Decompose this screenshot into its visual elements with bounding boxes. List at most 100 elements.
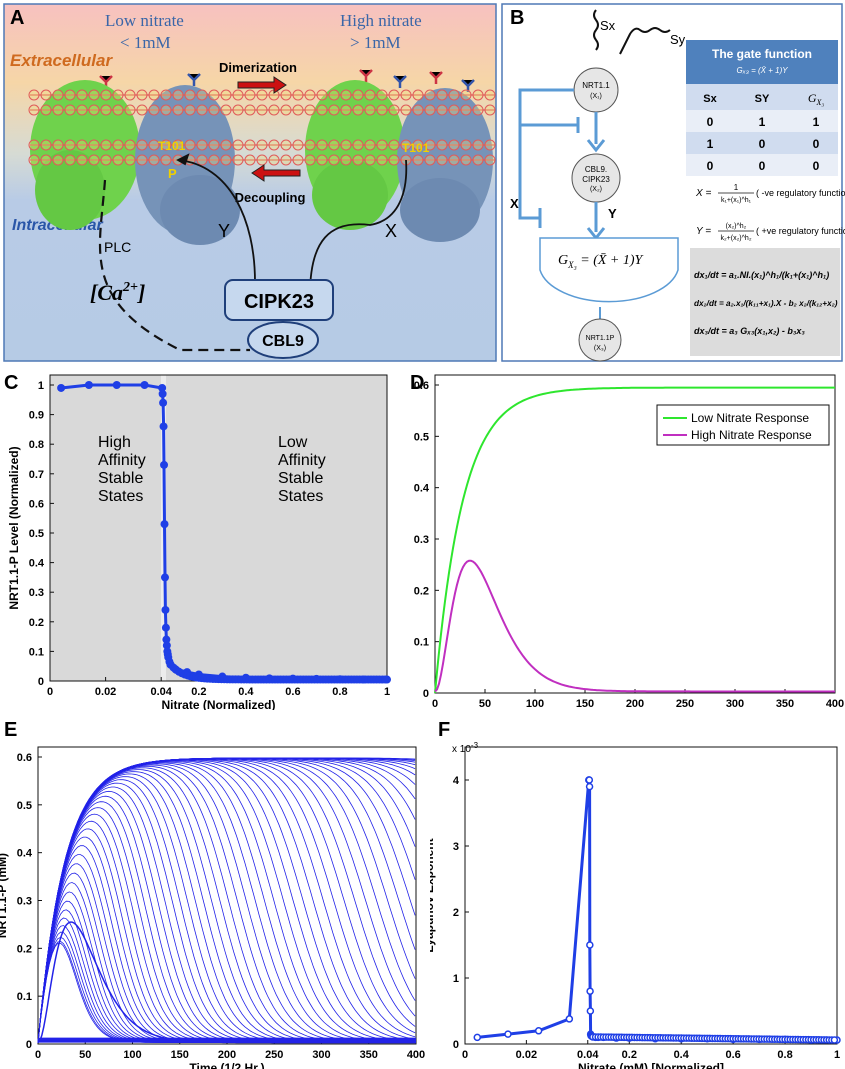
cbl9-node-sub: (X₂) [590,186,602,193]
panel-a-letter: A [10,7,24,29]
x-tick-label: 200 [218,1049,236,1061]
lipid-head [484,139,496,151]
lipid-head [364,89,376,101]
lipid-head [472,139,484,151]
decoupling-label: Decoupling [235,190,306,205]
data-point [140,381,149,389]
y-tick-label: 0.6 [17,752,32,764]
lipid-head [136,139,148,151]
x-tick-label: 300 [726,698,744,710]
lipid-head [148,154,160,166]
lipid-head [196,139,208,151]
nrt11p-node-sub: (X₃) [594,345,606,352]
data-point [586,987,594,995]
legend-label: Low Nitrate Response [691,411,809,425]
x-axis-label: Time (1/2 Hr.) [189,1061,264,1069]
lipid-head [424,104,436,116]
eq-x-lhs: X = [695,188,711,199]
nrt11p-node [578,318,622,362]
lipid-head [412,104,424,116]
lipid-head [64,89,76,101]
lipid-head [340,139,352,151]
lipid-head [160,154,172,166]
x-axis-label: Nitrate (mM) [Normalized] [578,1061,724,1069]
lipid-head [316,104,328,116]
lipid-head [388,104,400,116]
lipid-head [28,154,40,166]
lipid-head [148,139,160,151]
y-tick-label: 0.6 [29,498,44,510]
trajectory-line [37,820,416,1043]
lipid-head [364,139,376,151]
lipid-head [328,104,340,116]
lipid-head [280,104,292,116]
lipid-head [316,154,328,166]
x-tick-label: 0.4 [674,1049,690,1061]
lipid-head [124,139,136,151]
lipid-head [88,104,100,116]
lipid-head [364,154,376,166]
trajectory-line [37,757,416,1043]
lipid-head [484,89,496,101]
exponent-label: x 10-3 [452,741,479,755]
extracellular-label: Extracellular [10,51,113,70]
lipid-head [220,139,232,151]
t101-right-label: T101 [402,141,430,155]
data-point [160,460,169,469]
table-cell: 1 [759,115,766,129]
lipid-head [256,139,268,151]
lipid-head [376,139,388,151]
lipid-head [244,89,256,101]
high-affinity-line: States [98,488,143,505]
lipid-head [424,154,436,166]
lipid-head [328,154,340,166]
panel-b-letter: B [510,7,524,29]
x-tick-label: 0.02 [516,1049,537,1061]
lipid-head [232,154,244,166]
data-point [161,605,170,614]
lipid-head [148,89,160,101]
x-axis-label: Nitrate (Normalized) [161,698,275,710]
lipid-head [52,104,64,116]
x-tick-label: 0 [462,1049,468,1061]
data-point [57,383,66,392]
panel-b-diagram: B Sx Sy NRT1.1 (X₁) CBL9. CIPK23 (X₂) X … [501,3,845,362]
high-affinity-line: Affinity [98,452,146,469]
y-tick-label: 0 [423,688,429,700]
lipid-head [100,104,112,116]
lipid-head [388,139,400,151]
low-affinity-line: Low [278,434,308,451]
x-tick-label: 150 [171,1049,189,1061]
lyapunov-line [477,778,837,1042]
y-tick-label: 0.6 [414,380,429,392]
trajectory-line [37,776,416,1043]
lipid-head [100,154,112,166]
lipid-head [136,104,148,116]
data-point [84,381,93,389]
lipid-head [172,89,184,101]
lipid-head [268,139,280,151]
x-tick-label: 150 [576,698,594,710]
lipid-head [112,89,124,101]
data-point [504,1030,512,1038]
table-cell: 0 [759,137,766,151]
lipid-head [352,139,364,151]
y-tick-label: 4 [453,775,460,787]
lipid-head [448,104,460,116]
lipid-head [76,104,88,116]
low-nitrate-threshold: < 1mM [120,33,171,52]
x-tick-label: 0.2 [622,1049,637,1061]
lipid-head [196,104,208,116]
panel-a-diagram: A Low nitrate < 1mM High nitrate > 1mM E… [3,3,497,362]
ode-2: dx₂/dt = a₂.x₁/(k₁₁+x₁).X - b₂ x₂/(k₁₂+x… [694,299,838,308]
cipk23-node-label: CIPK23 [582,175,610,184]
y-tick-label: 0.4 [414,483,430,495]
table-cell: 0 [707,159,714,173]
high-nitrate-label: High nitrate [340,11,422,30]
lipid-head [208,89,220,101]
lipid-head [160,139,172,151]
data-point [161,623,170,632]
trajectory-line [37,790,416,1043]
lipid-head [112,154,124,166]
y-tick-label: 0.4 [29,558,45,570]
